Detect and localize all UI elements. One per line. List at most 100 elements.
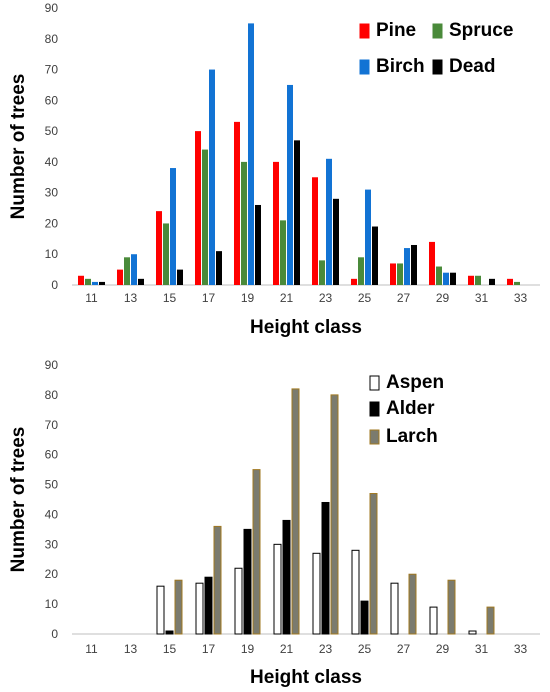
x-tick-label: 19 xyxy=(241,642,255,656)
bar-birch xyxy=(92,281,98,285)
bar-birch xyxy=(131,254,137,285)
bar-aspen xyxy=(468,630,477,635)
x-axis-title: Height class xyxy=(250,317,362,338)
y-tick-label: 10 xyxy=(45,597,59,611)
bar-pine xyxy=(156,211,162,285)
bar-pine xyxy=(78,275,84,285)
bar-birch xyxy=(209,69,215,285)
y-tick-label: 30 xyxy=(45,186,59,200)
legend-swatch-alder xyxy=(369,401,380,417)
bar-larch xyxy=(174,579,183,635)
bar-pine xyxy=(351,278,357,285)
bar-larch xyxy=(369,493,378,635)
y-tick-label: 50 xyxy=(45,124,59,138)
bar-birch xyxy=(326,158,332,285)
bar-birch xyxy=(365,189,371,285)
x-tick-label: 25 xyxy=(358,291,372,305)
y-tick-label: 70 xyxy=(45,418,59,432)
legend-label-dead: Dead xyxy=(449,56,495,77)
bar-spruce xyxy=(241,161,247,285)
bar-spruce xyxy=(436,266,442,285)
y-axis-title: Number of trees xyxy=(8,427,29,573)
bar-spruce xyxy=(163,223,169,285)
legend-swatch-larch xyxy=(369,429,380,445)
legend-label-spruce: Spruce xyxy=(449,20,513,41)
bar-dead xyxy=(411,244,417,285)
bar-dead xyxy=(489,278,495,285)
x-tick-label: 17 xyxy=(202,291,216,305)
x-tick-label: 19 xyxy=(241,291,255,305)
bar-alder xyxy=(282,519,291,635)
x-tick-label: 31 xyxy=(475,642,489,656)
y-tick-label: 40 xyxy=(45,507,59,521)
bar-birch xyxy=(248,23,254,286)
x-tick-label: 29 xyxy=(436,642,450,656)
legend-label-larch: Larch xyxy=(386,426,438,447)
bar-birch xyxy=(170,168,176,285)
x-tick-label: 33 xyxy=(514,291,528,305)
y-axis-title: Number of trees xyxy=(8,74,29,220)
bar-dead xyxy=(99,281,105,285)
bar-spruce xyxy=(475,275,481,285)
x-tick-label: 11 xyxy=(85,642,98,656)
bar-aspen xyxy=(351,549,360,635)
chart-1: 0 10 20 30 40 50 60 70 80 90 11 13 15 17 19 21 23 25 27 29 3… xyxy=(8,1,540,338)
x-tick-label: 25 xyxy=(358,642,372,656)
bar-birch xyxy=(287,84,293,285)
legend-label-alder: Alder xyxy=(386,398,435,419)
y-tick-label: 60 xyxy=(45,93,59,107)
legend-swatch-spruce xyxy=(432,23,443,39)
y-tick-label: 90 xyxy=(45,1,59,15)
bar-larch xyxy=(447,579,456,635)
bar-dead xyxy=(372,226,378,285)
bar-pine xyxy=(312,177,318,285)
y-tick-label: 0 xyxy=(51,278,58,292)
bar-dead xyxy=(294,140,300,285)
x-tick-label: 21 xyxy=(280,642,294,656)
bar-spruce xyxy=(280,220,286,285)
y-tick-label: 0 xyxy=(51,627,58,641)
bar-birch xyxy=(443,272,449,285)
bar-aspen xyxy=(156,585,165,635)
bar-aspen xyxy=(390,582,399,635)
bar-spruce xyxy=(202,149,208,285)
bar-pine xyxy=(468,275,474,285)
bar-dead xyxy=(255,204,261,285)
legend: Aspen Alder Larch xyxy=(369,372,444,447)
bar-dead xyxy=(216,251,222,285)
x-tick-label: 23 xyxy=(319,642,333,656)
bar-spruce xyxy=(514,281,520,285)
bar-larch xyxy=(252,469,261,635)
x-tick-label: 31 xyxy=(475,291,489,305)
x-tick-label: 15 xyxy=(163,291,177,305)
legend-label-pine: Pine xyxy=(376,20,416,41)
y-tick-label: 90 xyxy=(45,358,59,372)
bar-pine xyxy=(273,161,279,285)
y-tick-label: 50 xyxy=(45,478,59,492)
x-tick-label: 15 xyxy=(163,642,177,656)
legend: Pine Spruce Birch Dead xyxy=(359,20,513,77)
x-axis-title: Height class xyxy=(250,667,362,688)
x-tick-label: 13 xyxy=(124,291,138,305)
bar-alder xyxy=(360,600,369,635)
y-tick-label: 80 xyxy=(45,32,59,46)
x-tick-label: 27 xyxy=(397,642,411,656)
bar-aspen xyxy=(234,567,243,635)
legend-label-aspen: Aspen xyxy=(386,372,444,393)
legend-swatch-dead xyxy=(432,59,443,75)
bar-larch xyxy=(486,606,495,635)
y-tick-label: 30 xyxy=(45,537,59,551)
bar-spruce xyxy=(358,257,364,285)
x-tick-label: 29 xyxy=(436,291,450,305)
legend-label-birch: Birch xyxy=(376,56,425,77)
bar-dead xyxy=(138,278,144,285)
bar-aspen xyxy=(273,543,282,635)
bar-larch xyxy=(291,388,300,635)
bar-dead xyxy=(333,198,339,285)
bar-aspen xyxy=(312,552,321,635)
bar-birch xyxy=(404,248,410,285)
y-tick-label: 60 xyxy=(45,448,59,462)
bar-spruce xyxy=(319,260,325,285)
bar-spruce xyxy=(397,263,403,285)
